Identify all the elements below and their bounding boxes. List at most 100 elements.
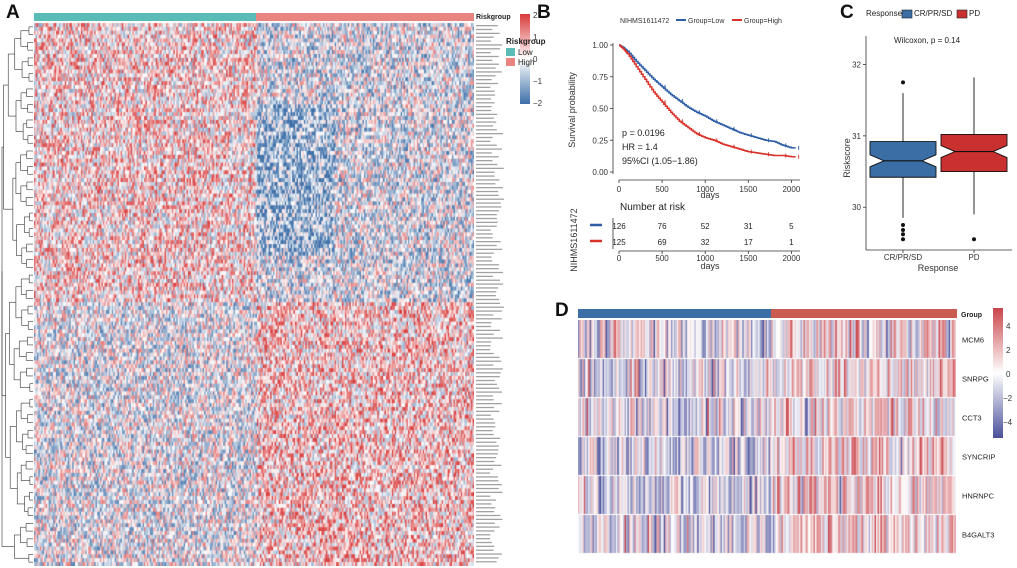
gene-label-mark <box>476 187 503 189</box>
gene-label-mark <box>476 79 492 81</box>
box-outlier <box>901 80 905 85</box>
gene-label-mark <box>476 310 502 312</box>
gene-label-mark <box>476 530 495 532</box>
gene-label-mark <box>476 67 496 69</box>
box-outlier <box>901 223 905 228</box>
km-curve-high <box>619 44 796 158</box>
gene-label-mark <box>476 557 499 559</box>
colorbar-d-tick: −4 <box>1003 418 1013 427</box>
gene-label-mark <box>476 75 496 77</box>
colorbar-d-tick: 0 <box>1006 370 1011 379</box>
box-xlabel: Response <box>918 263 959 273</box>
gene-label-mark <box>476 44 503 46</box>
risk-high-count: 17 <box>744 238 753 247</box>
gene-label-mark <box>476 241 501 243</box>
gene-label-mark <box>476 264 500 266</box>
gene-label-mark <box>476 545 495 548</box>
gene-label-mark <box>476 487 499 490</box>
d-row-label: HNRNPC <box>962 492 995 501</box>
gene-label-mark <box>476 410 500 413</box>
boxes <box>869 77 1008 242</box>
risk-x-tick-label: 500 <box>655 254 669 263</box>
box-y-tick-label: 31 <box>852 132 861 141</box>
gene-label-mark <box>476 140 491 143</box>
km-y-tick-label: 0.75 <box>592 73 608 82</box>
gene-label-mark <box>476 163 498 166</box>
gene-label-mark <box>476 491 503 494</box>
gene-label-mark <box>476 302 501 305</box>
box-ylabel: Riskscore <box>842 138 852 178</box>
gene-label-mark <box>476 106 492 108</box>
gene-label-mark <box>476 202 501 204</box>
gene-label-mark <box>476 325 491 328</box>
panel-letter-a: A <box>6 2 20 23</box>
box-body-0 <box>869 141 937 178</box>
gene-label-mark <box>476 418 494 420</box>
box-outlier <box>901 237 905 242</box>
km-x-tick-label: 500 <box>655 185 669 194</box>
gene-label-mark <box>476 86 491 89</box>
gene-label-mark <box>476 457 497 459</box>
box-legend-title: Response <box>866 9 903 18</box>
legend-title-riskgroup-top: Riskgroup <box>476 14 511 21</box>
gene-label-mark <box>476 518 503 521</box>
d-group-bar-low <box>578 309 771 318</box>
gene-label-mark <box>476 341 492 343</box>
gene-label-mark <box>476 36 494 38</box>
risk-low-count: 5 <box>789 222 794 231</box>
risk-table-ylabel: NIHMS1611472 <box>569 208 579 271</box>
gene-label-mark <box>476 376 500 378</box>
d-group-label: Group <box>961 312 982 319</box>
gene-label-mark <box>476 248 503 251</box>
gene-label-mark <box>476 314 494 316</box>
gene-label-mark <box>476 179 500 181</box>
gene-label-mark <box>476 422 496 424</box>
gene-label-mark <box>476 136 493 139</box>
panel-c-boxplot: Response CR/PR/SD PD 30 31 32 CR/PR/SD PD Wi… <box>842 9 1012 273</box>
gene-label-mark <box>476 368 503 370</box>
gene-label-mark <box>476 522 495 524</box>
group-bar-high <box>256 13 474 21</box>
gene-label-mark <box>476 48 501 50</box>
gene-label-mark <box>476 214 497 216</box>
gene-label-mark <box>476 333 494 335</box>
gene-label-mark <box>476 383 497 386</box>
km-hr: HR = 1.4 <box>622 142 658 152</box>
gene-label-mark <box>476 352 494 355</box>
heatmap-a-canvas <box>34 13 474 566</box>
box-body-1 <box>940 133 1008 172</box>
gene-label-mark <box>476 553 502 555</box>
gene-label-mark <box>476 484 502 486</box>
risk-low-count: 126 <box>612 222 626 231</box>
gene-label-mark <box>476 349 491 351</box>
colorbar-a-tick: 0 <box>533 55 538 64</box>
gene-label-mark <box>476 98 492 100</box>
gene-label-mark <box>476 59 493 62</box>
gene-label-mark <box>476 541 492 544</box>
colorbar-d-tick: 4 <box>1006 322 1011 331</box>
panel-letter-c: C <box>840 2 854 23</box>
heatmap-d-canvas <box>578 320 956 554</box>
gene-label-mark <box>476 28 493 31</box>
gene-label-mark <box>476 329 500 332</box>
gene-label-mark <box>476 322 492 324</box>
gene-label-mark <box>476 295 496 297</box>
box-outlier <box>972 237 976 242</box>
box-legend-swatch-b <box>956 9 968 19</box>
risk-table-title: Number at risk <box>620 202 686 213</box>
km-y-tick-label: 0.50 <box>592 105 608 114</box>
risk-low-count: 76 <box>658 222 667 231</box>
gene-label-mark <box>476 152 492 154</box>
box-y-tick-label: 32 <box>852 61 861 70</box>
risk-high-count: 1 <box>789 238 794 247</box>
d-group-bar-high <box>771 309 957 318</box>
gene-label-mark <box>476 291 497 293</box>
gene-label-mark <box>476 279 501 281</box>
gene-label-mark <box>476 71 502 73</box>
gene-label-mark <box>476 156 499 158</box>
gene-label-mark <box>476 372 501 374</box>
gene-label-mark <box>476 437 501 440</box>
gene-label-mark <box>476 198 504 200</box>
gene-label-mark <box>476 40 491 42</box>
